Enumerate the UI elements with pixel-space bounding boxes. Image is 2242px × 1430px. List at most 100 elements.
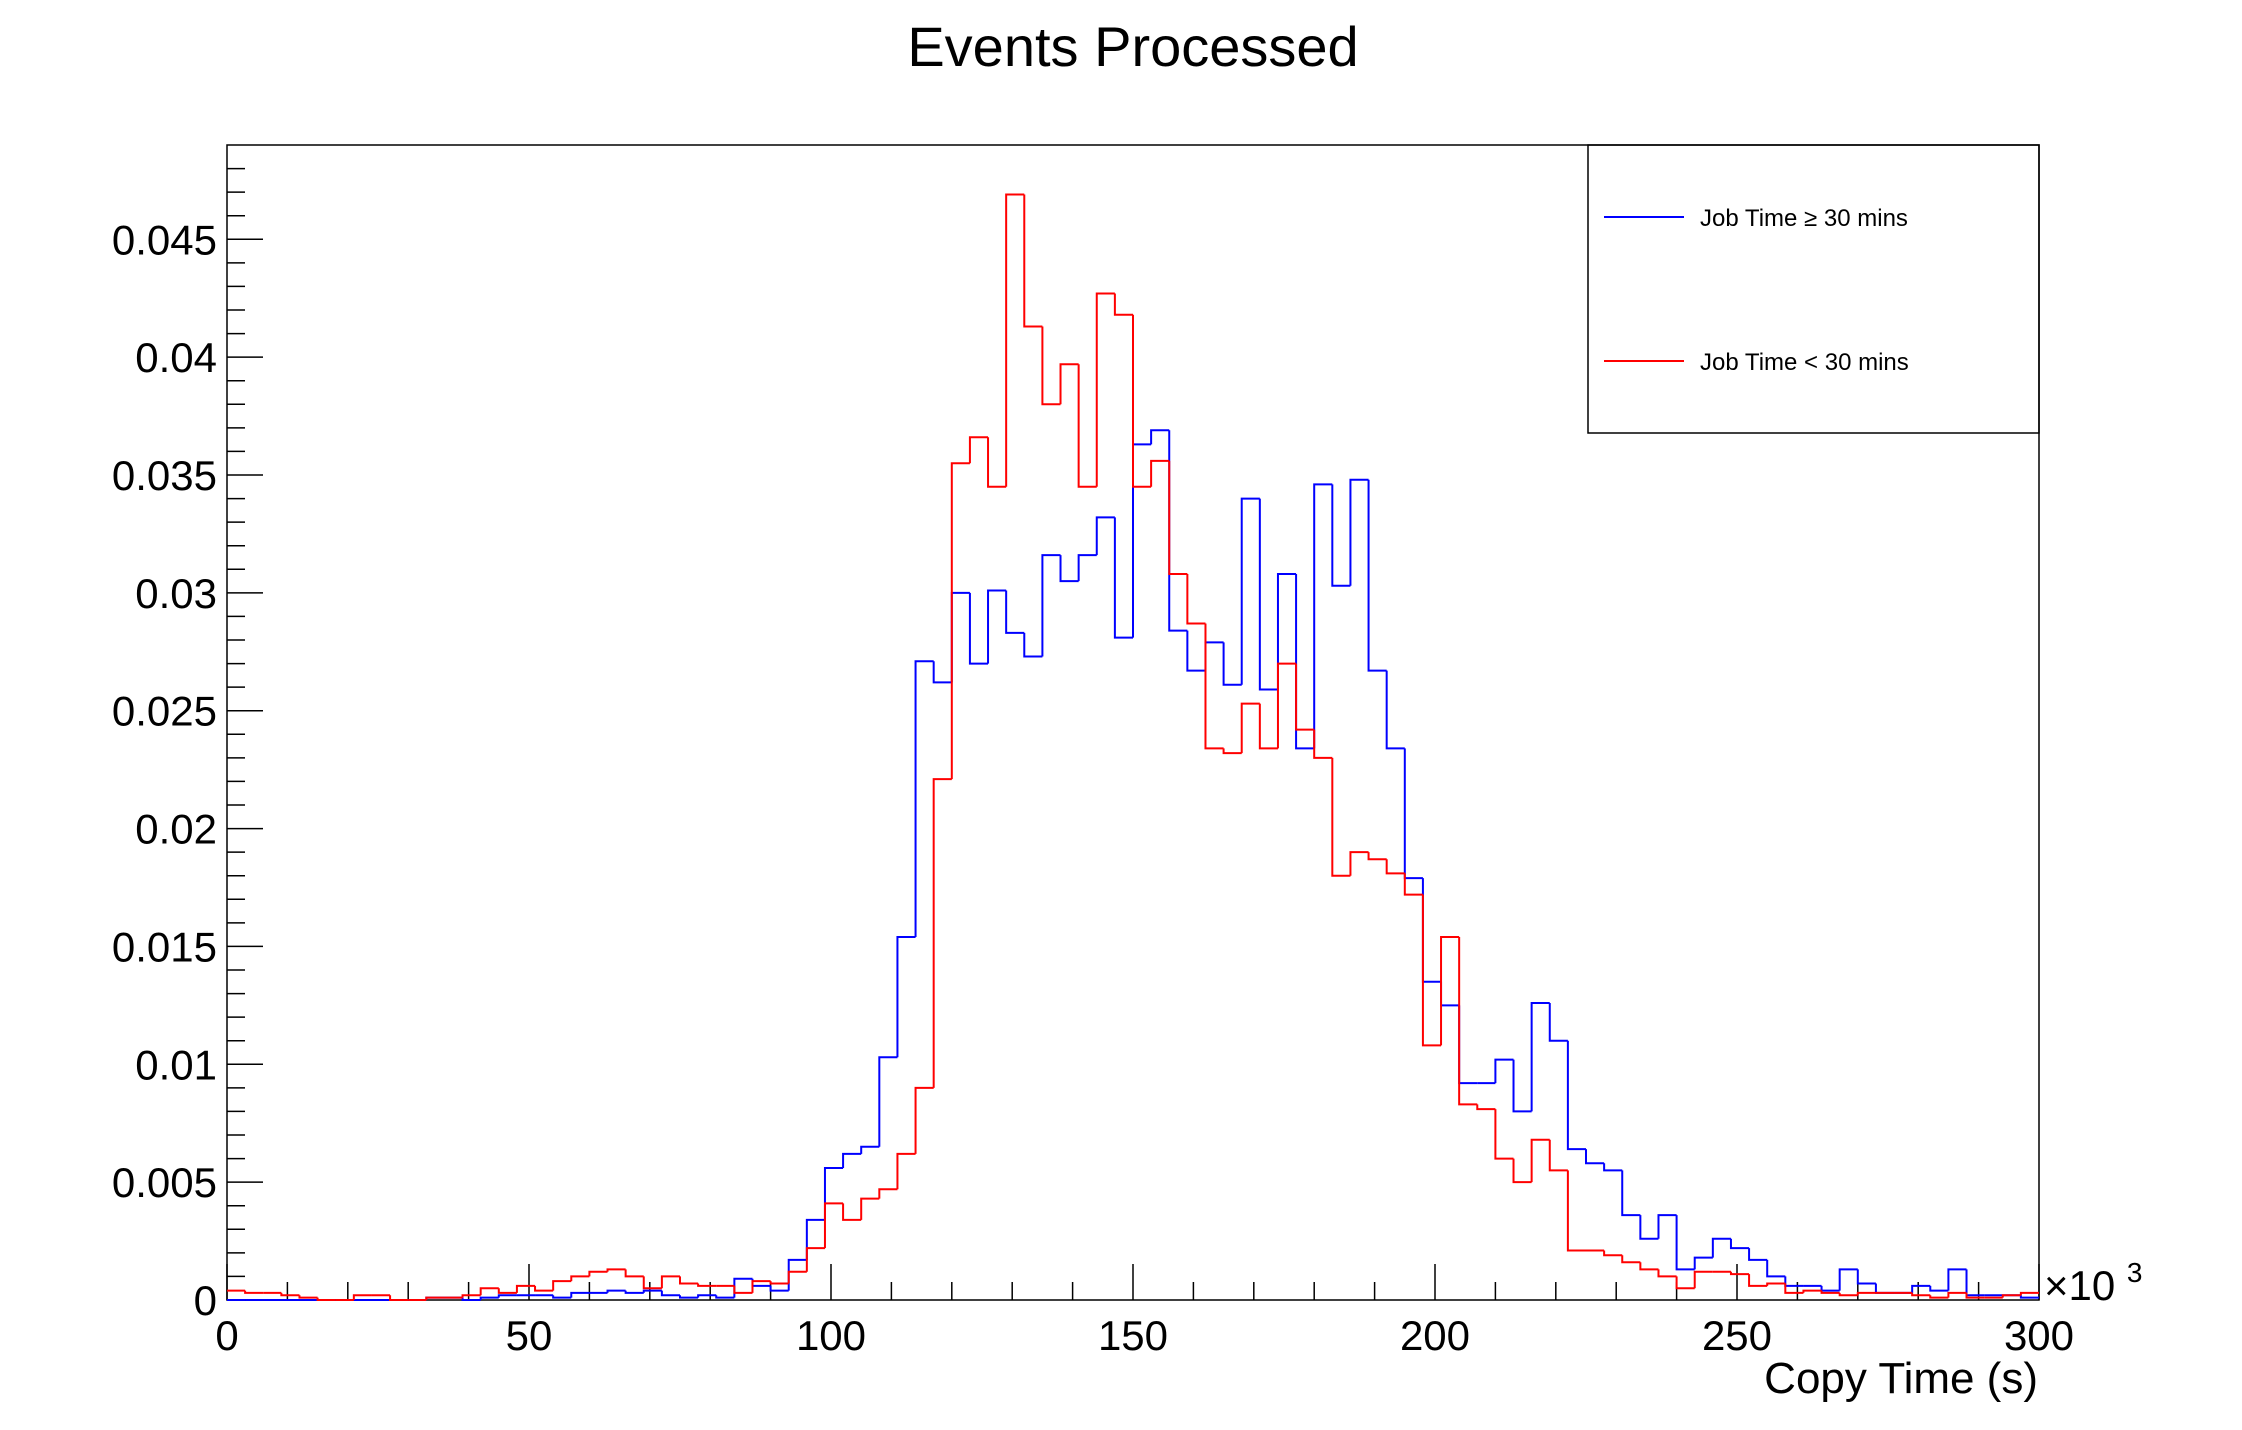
histogram-bin	[534, 1285, 554, 1292]
chart-title: Events Processed	[907, 15, 1358, 78]
histogram-bin	[1603, 1163, 1623, 1172]
histogram-bin	[1874, 1283, 1895, 1294]
histogram-bin	[932, 778, 952, 1088]
histogram-bin	[2019, 1295, 2039, 1299]
histogram-bin	[1150, 459, 1170, 487]
histogram-bin	[280, 1292, 300, 1297]
histogram-bin	[1258, 498, 1278, 691]
histogram-bin	[1911, 1292, 1931, 1297]
histogram-bin	[461, 1297, 481, 1301]
histogram-bin	[1168, 460, 1188, 575]
histogram-bin	[950, 591, 970, 683]
histogram-bin	[1041, 326, 1061, 406]
histogram-bin	[1965, 1269, 1985, 1297]
histogram-bin	[1639, 1215, 1659, 1240]
histogram-bin	[497, 1294, 517, 1298]
y-tick-label: 0	[194, 1277, 217, 1324]
histogram-bin	[932, 661, 952, 684]
histogram-bin	[842, 1152, 862, 1168]
histogram-bin	[1856, 1291, 1876, 1296]
y-axis: 0 0.005 0.01 0.015 0.02 0.025 0.03 0.035 0.04 0.0…	[112, 167, 263, 1324]
histogram-bin	[1784, 1276, 1804, 1287]
histogram-bin	[1675, 1215, 1695, 1271]
legend-box	[1587, 144, 2040, 434]
histogram-bin	[1585, 1149, 1605, 1165]
histogram-bin	[1693, 1256, 1713, 1270]
histogram-bin	[1240, 702, 1260, 754]
histogram-bin	[715, 1295, 735, 1299]
histogram-bin	[1621, 1255, 1641, 1264]
histogram-bin	[352, 1294, 372, 1300]
histogram-bin	[1403, 748, 1423, 880]
histogram-bin	[1639, 1262, 1659, 1271]
histogram-bin	[606, 1268, 626, 1272]
histogram-bin	[1421, 894, 1442, 1047]
x-tick-label: 250	[1702, 1312, 1772, 1359]
histogram-bin	[823, 1167, 844, 1220]
legend-label-job-time-ge-30: Job Time ≥ 30 mins	[1700, 205, 1908, 232]
histogram-bin	[968, 436, 989, 464]
histogram-bin	[1802, 1289, 1822, 1293]
histogram-bin	[1512, 1158, 1532, 1184]
histogram-bin	[842, 1203, 862, 1221]
histogram-bin	[1440, 936, 1460, 1046]
x-axis: 0 50 100 150 200 250 300	[215, 1264, 2074, 1359]
histogram-bin	[1204, 641, 1224, 671]
histogram-bin	[1385, 670, 1405, 750]
histogram-bin	[660, 1290, 680, 1297]
histogram-bin	[425, 1296, 445, 1300]
histogram-bin	[1929, 1295, 1949, 1299]
x-tick-label: 200	[1400, 1312, 1470, 1359]
histogram-bin	[1005, 193, 1025, 487]
histogram-bin	[389, 1295, 409, 1301]
histogram-bin	[1349, 851, 1369, 876]
histogram-bin	[298, 1295, 318, 1299]
histogram-bin	[968, 592, 989, 665]
histogram-bin	[1530, 1002, 1550, 1112]
histogram-bin	[1168, 430, 1188, 632]
histogram-bin	[1566, 1170, 1586, 1252]
histogram-bin	[1222, 748, 1242, 755]
x-axis-multiplier-base: ×10	[2044, 1262, 2115, 1309]
histogram-bin	[1820, 1290, 1840, 1294]
histogram-bin	[316, 1297, 336, 1301]
histogram-bin	[987, 437, 1007, 488]
y-tick-label: 0.04	[135, 334, 217, 381]
histogram-bin	[624, 1269, 644, 1278]
histogram-bin	[1548, 1003, 1568, 1042]
histogram-bin	[896, 936, 916, 1058]
histogram-bin	[1113, 517, 1133, 639]
histogram-bin	[1132, 443, 1152, 638]
histogram-bin	[624, 1290, 644, 1294]
histogram-bin	[769, 1281, 789, 1285]
histogram-bin	[1041, 554, 1061, 657]
histogram-bin	[1240, 497, 1260, 685]
histogram-bin	[1295, 663, 1315, 731]
histogram-bin	[1367, 479, 1387, 672]
y-tick-label: 0.015	[112, 923, 217, 970]
histogram-bin	[1693, 1270, 1713, 1289]
histogram-bin	[1657, 1269, 1677, 1278]
histogram-bin	[805, 1218, 825, 1260]
y-tick-label: 0.02	[135, 806, 217, 853]
histogram-bin	[660, 1275, 680, 1289]
histogram-bin	[1276, 573, 1297, 690]
histogram-bin	[1059, 363, 1079, 405]
histogram-bin	[1258, 703, 1278, 750]
histogram-bin	[1204, 623, 1224, 750]
histogram-bin	[1095, 292, 1115, 487]
histogram-bin	[1530, 1138, 1550, 1183]
histogram-bin	[552, 1295, 572, 1299]
histogram-bin	[606, 1289, 626, 1293]
legend: Job Time ≥ 30 mins Job Time < 30 mins	[1587, 144, 2040, 434]
histogram-bin	[1729, 1238, 1750, 1250]
histogram-bin	[1113, 293, 1133, 316]
histogram-bin	[515, 1284, 536, 1293]
x-axis-multiplier-exponent: 3	[2127, 1257, 2143, 1288]
histogram-bin	[1059, 555, 1079, 583]
histogram-bin	[1295, 574, 1315, 750]
histogram-bin	[697, 1283, 717, 1287]
x-tick-label: 50	[506, 1312, 553, 1359]
histogram-bin	[1023, 632, 1043, 658]
histogram-bin	[2019, 1291, 2039, 1296]
